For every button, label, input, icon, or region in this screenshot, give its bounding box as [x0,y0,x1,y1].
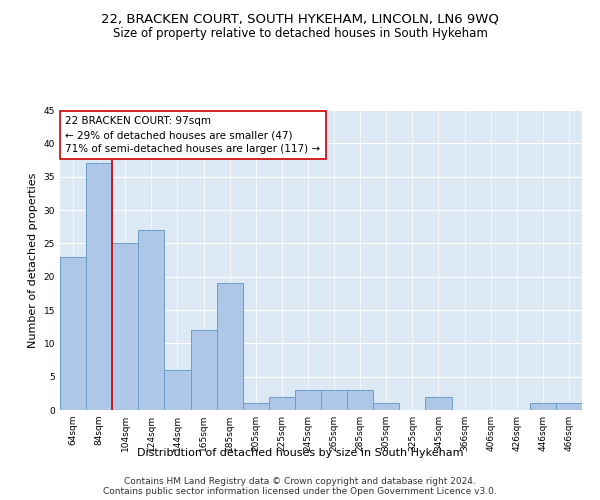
Bar [191,330,217,410]
Bar [269,396,295,410]
Y-axis label: Number of detached properties: Number of detached properties [28,172,38,348]
Bar [347,390,373,410]
Bar [86,164,112,410]
Bar [530,404,556,410]
Text: 22 BRACKEN COURT: 97sqm
← 29% of detached houses are smaller (47)
71% of semi-de: 22 BRACKEN COURT: 97sqm ← 29% of detache… [65,116,320,154]
Bar [425,396,452,410]
Bar [217,284,243,410]
Text: Contains HM Land Registry data © Crown copyright and database right 2024.: Contains HM Land Registry data © Crown c… [124,476,476,486]
Text: Size of property relative to detached houses in South Hykeham: Size of property relative to detached ho… [113,28,487,40]
Bar [373,404,400,410]
Text: 22, BRACKEN COURT, SOUTH HYKEHAM, LINCOLN, LN6 9WQ: 22, BRACKEN COURT, SOUTH HYKEHAM, LINCOL… [101,12,499,26]
Text: Contains public sector information licensed under the Open Government Licence v3: Contains public sector information licen… [103,486,497,496]
Bar [139,230,164,410]
Text: Distribution of detached houses by size in South Hykeham: Distribution of detached houses by size … [137,448,463,458]
Bar [295,390,321,410]
Bar [60,256,86,410]
Bar [112,244,139,410]
Bar [242,404,269,410]
Bar [164,370,191,410]
Bar [321,390,347,410]
Bar [556,404,582,410]
